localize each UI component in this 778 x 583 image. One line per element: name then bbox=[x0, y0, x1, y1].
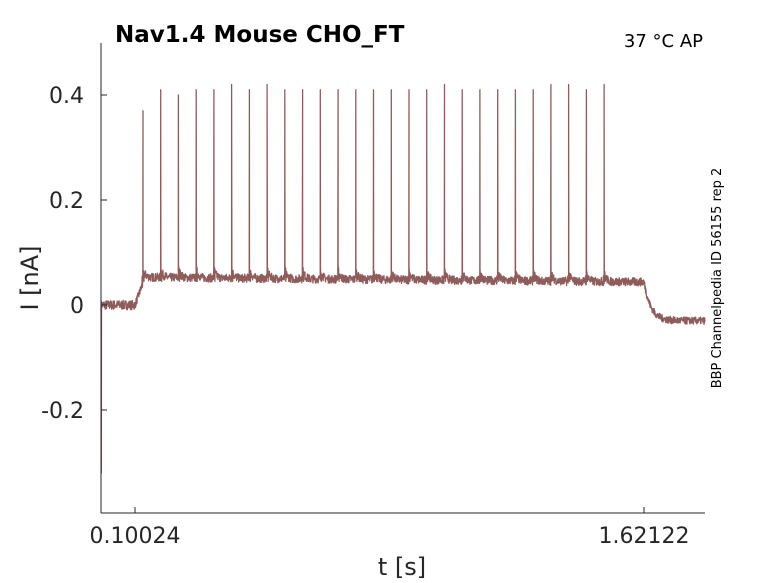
current-trace bbox=[100, 83, 706, 474]
plot-area bbox=[100, 83, 706, 474]
side-label: BBP Channelpedia ID 56155 rep 2 bbox=[710, 168, 725, 389]
condition-label: 37 °C AP bbox=[624, 31, 703, 52]
y-tick-label: 0.2 bbox=[49, 189, 84, 214]
x-axis-ticks: 0.10024 1.62122 bbox=[90, 507, 690, 549]
y-tick-label: 0.4 bbox=[49, 84, 84, 109]
x-tick-label: 0.10024 bbox=[90, 524, 181, 549]
y-axis-ticks: 0.4 0.2 0 -0.2 bbox=[41, 84, 107, 424]
y-tick-label: -0.2 bbox=[41, 399, 84, 424]
y-axis-label: I [nA] bbox=[16, 245, 44, 310]
x-axis-label: t [s] bbox=[378, 553, 426, 581]
chart-title: Nav1.4 Mouse CHO_FT bbox=[115, 22, 405, 48]
x-tick-label: 1.62122 bbox=[599, 524, 690, 549]
y-tick-label: 0 bbox=[70, 294, 84, 319]
